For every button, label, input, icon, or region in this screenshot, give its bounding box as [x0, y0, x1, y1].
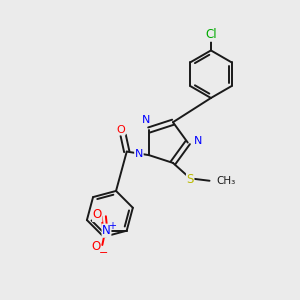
Text: CH₃: CH₃: [216, 176, 235, 186]
Text: Cl: Cl: [205, 28, 217, 41]
Text: N: N: [135, 149, 143, 159]
Text: +: +: [108, 221, 116, 231]
Text: O: O: [91, 240, 101, 253]
Text: N: N: [142, 115, 150, 124]
Text: O: O: [116, 125, 125, 135]
Text: N: N: [194, 136, 203, 146]
Text: N: N: [102, 224, 111, 237]
Text: O: O: [93, 208, 102, 221]
Text: S: S: [187, 173, 194, 186]
Text: −: −: [99, 248, 109, 258]
